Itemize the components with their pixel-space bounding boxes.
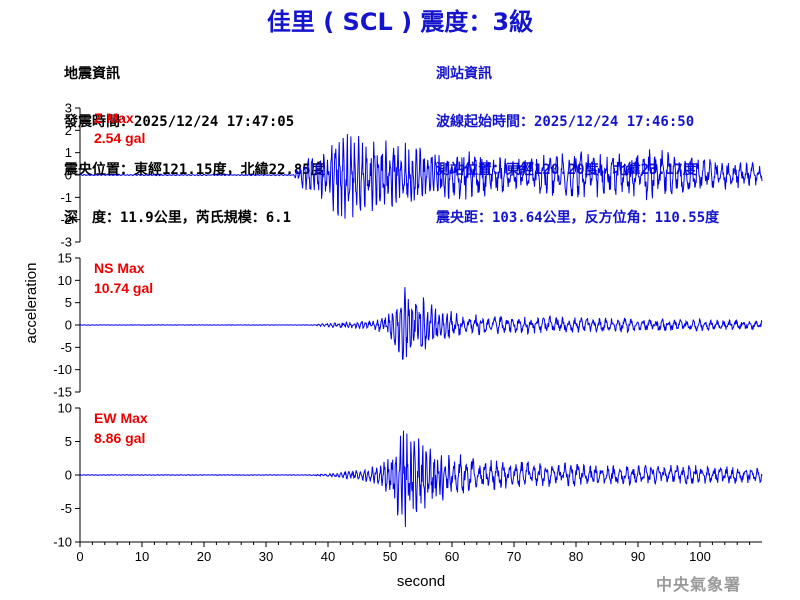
waveform-ns bbox=[80, 287, 763, 360]
y-tick-label: 0 bbox=[65, 468, 72, 483]
x-tick-label: 90 bbox=[631, 549, 645, 564]
max-label-z: Z Max bbox=[94, 110, 134, 126]
x-tick-label: 30 bbox=[259, 549, 273, 564]
page-title: 佳里 ( SCL ) 震度：3級 bbox=[266, 8, 534, 36]
y-tick-label: -15 bbox=[53, 385, 72, 400]
y-tick-label: 1 bbox=[65, 145, 72, 160]
station-info-heading: 測站資訊 bbox=[436, 66, 492, 82]
y-tick-label: 5 bbox=[65, 295, 72, 310]
y-tick-label: -10 bbox=[53, 535, 72, 550]
y-tick-label: 15 bbox=[58, 251, 72, 266]
max-label-ew: EW Max bbox=[94, 410, 148, 426]
max-value-z: 2.54 gal bbox=[94, 130, 145, 146]
quake-epicenter: 震央位置：東經121.15度，北緯22.85度 bbox=[64, 162, 325, 178]
y-tick-label: -2 bbox=[60, 212, 72, 227]
x-tick-label: 40 bbox=[321, 549, 335, 564]
waveform-start-time: 波線起始時間：2025/12/24 17:46:50 bbox=[436, 114, 695, 130]
y-tick-label: 10 bbox=[58, 273, 72, 288]
quake-depth-magnitude: 深 度：11.9公里，芮氏規模：6.1 bbox=[64, 210, 292, 226]
x-tick-label: 10 bbox=[135, 549, 149, 564]
waveform-ew bbox=[79, 430, 763, 528]
y-tick-label: -5 bbox=[60, 501, 72, 516]
x-tick-label: 100 bbox=[689, 549, 711, 564]
epicentral-distance: 震央距：103.64公里，反方位角：110.55度 bbox=[436, 210, 720, 226]
max-value-ns: 10.74 gal bbox=[94, 280, 153, 296]
quake-origin-time: 發震時間：2025/12/24 17:47:05 bbox=[64, 114, 295, 130]
quake-info-block: 地震資訊 發震時間：2025/12/24 17:47:05 震央位置：東經121… bbox=[64, 34, 325, 242]
y-tick-label: 3 bbox=[65, 101, 72, 116]
y-tick-label: -10 bbox=[53, 362, 72, 377]
y-tick-label: 0 bbox=[65, 168, 72, 183]
y-tick-label: 2 bbox=[65, 123, 72, 138]
x-tick-label: 70 bbox=[507, 549, 521, 564]
y-tick-label: -5 bbox=[60, 340, 72, 355]
x-tick-label: 50 bbox=[383, 549, 397, 564]
y-tick-label: 10 bbox=[58, 401, 72, 416]
x-tick-label: 20 bbox=[197, 549, 211, 564]
waveform-z bbox=[79, 133, 763, 219]
x-tick-label: 80 bbox=[569, 549, 583, 564]
max-value-ew: 8.86 gal bbox=[94, 430, 145, 446]
y-tick-label: 5 bbox=[65, 434, 72, 449]
max-label-ns: NS Max bbox=[94, 260, 145, 276]
quake-info-heading: 地震資訊 bbox=[64, 66, 120, 82]
station-info-block: 測站資訊 波線起始時間：2025/12/24 17:46:50 測站位置：東經1… bbox=[436, 34, 719, 242]
y-tick-label: -3 bbox=[60, 235, 72, 250]
y-tick-label: 0 bbox=[65, 318, 72, 333]
agency-credit: 中央氣象署 bbox=[656, 575, 742, 594]
y-axis-title: acceleration bbox=[23, 263, 40, 344]
x-axis-title: second bbox=[397, 573, 445, 590]
y-tick-label: -1 bbox=[60, 190, 72, 205]
x-tick-label: 0 bbox=[76, 549, 83, 564]
x-tick-label: 60 bbox=[445, 549, 459, 564]
